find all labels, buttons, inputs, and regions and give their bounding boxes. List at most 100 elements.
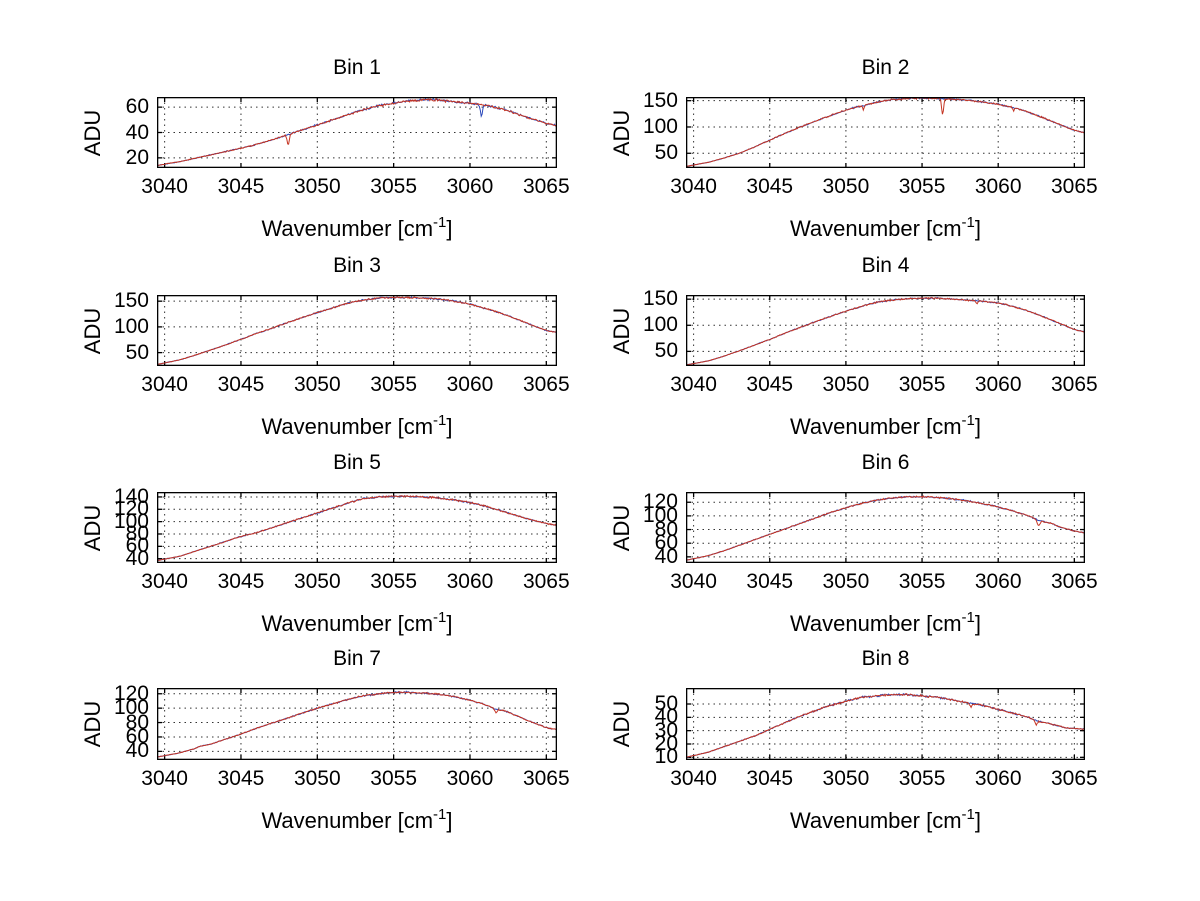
x-tick-label: 3045: [217, 175, 265, 198]
x-axis-label-text: ]: [974, 808, 982, 833]
x-axis-label-superscript: -1: [433, 214, 447, 231]
x-tick-label: 3050: [822, 767, 870, 790]
plot-title: Bin 8: [861, 647, 910, 670]
x-tick-label: 3050: [293, 175, 341, 198]
x-tick-label: 3050: [822, 175, 870, 198]
y-tick-label: 80: [125, 710, 149, 734]
x-tick-label: 3045: [217, 373, 265, 396]
y-tick-label: 120: [113, 681, 149, 705]
y-tick-label: 80: [125, 521, 149, 545]
y-tick-label: 120: [642, 490, 678, 514]
x-axis-label-text: Wavenumber [cm: [261, 414, 434, 439]
x-axis-label-text: Wavenumber [cm: [261, 216, 434, 241]
x-axis-label-superscript: -1: [961, 609, 975, 626]
y-tick-label: 60: [125, 534, 149, 558]
y-tick-label: 150: [113, 289, 149, 313]
x-tick-label: 3055: [898, 373, 946, 396]
series-red-line: [686, 97, 1085, 167]
x-tick-label: 3065: [1050, 767, 1098, 790]
x-tick-label: 3045: [746, 175, 794, 198]
x-axis-label-text: ]: [974, 216, 982, 241]
x-tick-label: 3055: [370, 373, 417, 396]
y-tick-label: 50: [654, 339, 678, 363]
x-tick-label: 3050: [293, 767, 341, 790]
plot-title: Bin 4: [861, 254, 910, 277]
subplot-bin-3: [157, 295, 557, 366]
y-tick-label: 100: [113, 314, 149, 338]
y-tick-label: 50: [654, 141, 678, 165]
x-tick-label: 3060: [446, 570, 494, 593]
y-tick-label: 40: [125, 546, 149, 570]
plot-title: Bin 6: [861, 451, 910, 474]
series-red-line: [686, 693, 1085, 758]
y-tick-label: 100: [642, 503, 678, 527]
x-axis-label-text: Wavenumber [cm: [261, 808, 434, 833]
x-tick-label: 3060: [974, 570, 1022, 593]
x-axis-label: Wavenumber [cm-1]: [157, 210, 557, 242]
x-axis-label-superscript: -1: [433, 806, 447, 823]
x-tick-label: 3060: [446, 175, 494, 198]
plot-title: Bin 7: [333, 647, 381, 670]
x-axis-label-text: ]: [446, 808, 453, 833]
x-tick-label: 3040: [670, 175, 717, 198]
x-tick-label: 3040: [141, 767, 188, 790]
plot-title: Bin 5: [333, 451, 381, 474]
y-tick-label: 30: [654, 718, 678, 742]
x-tick-label: 3065: [522, 767, 570, 790]
subplot-bin-2: [686, 97, 1085, 168]
series-red-line: [157, 494, 557, 562]
y-tick-label: 40: [125, 739, 149, 763]
x-axis-label-text: ]: [446, 414, 453, 439]
y-tick-label: 40: [654, 705, 678, 729]
series-blue-line: [686, 692, 1085, 758]
x-tick-label: 3065: [1050, 175, 1098, 198]
x-tick-label: 3055: [898, 175, 946, 198]
series-red-line: [157, 98, 557, 166]
x-tick-label: 3055: [898, 767, 946, 790]
x-tick-label: 3060: [974, 373, 1022, 396]
plot-box: [686, 688, 1085, 760]
plot-box: [686, 492, 1085, 563]
y-tick-label: 60: [654, 531, 678, 555]
y-tick-label: 50: [125, 340, 149, 364]
x-tick-label: 3045: [746, 767, 794, 790]
x-tick-label: 3065: [522, 175, 570, 198]
y-tick-label: 20: [654, 732, 678, 755]
y-tick-label: 100: [642, 313, 678, 337]
series-blue-line: [686, 495, 1085, 561]
x-tick-label: 3050: [822, 570, 870, 593]
x-tick-label: 3065: [1050, 570, 1098, 593]
y-tick-label: 40: [125, 120, 149, 144]
x-tick-label: 3045: [746, 570, 794, 593]
y-tick-label: 140: [113, 484, 149, 508]
y-tick-label: 150: [642, 88, 678, 112]
subplot-bin-7: [157, 688, 557, 760]
x-tick-label: 3045: [217, 570, 265, 593]
subplot-bin-5: [157, 492, 557, 563]
x-tick-label: 3040: [141, 570, 188, 593]
y-tick-label: 60: [125, 724, 149, 748]
series-red-line: [686, 495, 1085, 561]
x-tick-label: 3060: [446, 767, 494, 790]
x-tick-label: 3040: [670, 570, 717, 593]
series-blue-line: [686, 97, 1085, 167]
x-axis-label: Wavenumber [cm-1]: [157, 408, 557, 440]
series-blue-line: [157, 494, 557, 562]
y-tick-label: 100: [113, 696, 149, 720]
y-tick-label: 80: [654, 517, 678, 541]
x-axis-label-text: ]: [446, 216, 453, 241]
x-axis-label-text: Wavenumber [cm: [789, 216, 962, 241]
x-tick-label: 3055: [898, 570, 946, 593]
x-tick-label: 3065: [1050, 373, 1098, 396]
plot-box: [157, 295, 557, 366]
plot-title: Bin 3: [333, 254, 381, 277]
subplot-bin-4: [686, 295, 1085, 366]
y-tick-label: 100: [642, 114, 678, 138]
plot-box: [157, 492, 557, 563]
x-tick-label: 3060: [974, 175, 1022, 198]
plot-title: Bin 2: [861, 56, 910, 79]
x-axis-label: Wavenumber [cm-1]: [686, 605, 1085, 637]
plot-box: [686, 295, 1085, 366]
x-tick-label: 3055: [370, 570, 417, 593]
